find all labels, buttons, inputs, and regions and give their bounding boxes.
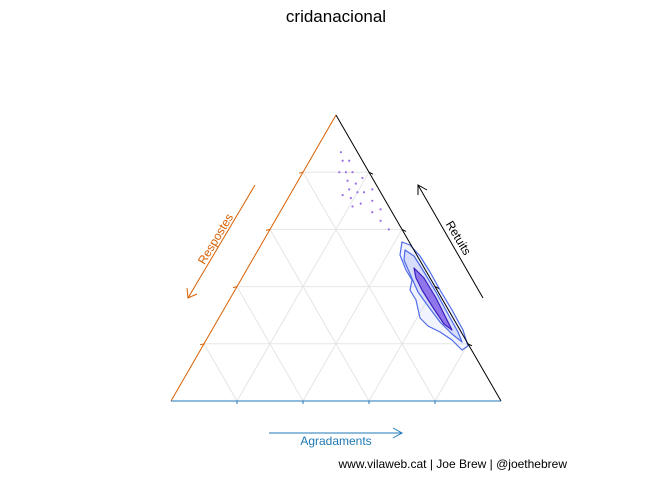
data-point — [371, 211, 374, 214]
data-point — [349, 196, 352, 200]
data-point — [341, 159, 344, 162]
caption: www.vilaweb.cat | Joe Brew | @joethebrew — [337, 457, 567, 471]
right-axis-tick — [467, 343, 473, 347]
data-point — [362, 191, 366, 194]
data-point — [351, 171, 354, 174]
right-axis-label: Retuits — [443, 218, 474, 257]
data-point — [344, 171, 347, 174]
grid-line — [434, 343, 469, 402]
data-point — [379, 219, 382, 222]
left-axis-line — [170, 114, 337, 402]
data-point — [346, 179, 349, 182]
right-axis-tick — [368, 171, 374, 175]
left-axis-tick — [232, 286, 238, 289]
right-axis-tick — [434, 286, 440, 290]
data-point — [354, 182, 357, 185]
bottom-axis-arrow: Agradaments — [269, 427, 404, 448]
data-point — [348, 159, 351, 162]
density-contour-inner — [413, 267, 453, 331]
data-point — [339, 151, 343, 154]
data-point — [356, 191, 359, 194]
ternary-grid — [203, 171, 469, 402]
data-point — [338, 171, 341, 174]
bottom-axis-arrowhead — [392, 427, 404, 439]
grid-line — [368, 286, 436, 402]
data-point — [371, 199, 374, 202]
left-axis-label: Respostes — [195, 211, 236, 267]
data-point — [351, 205, 354, 208]
bottom-axis-label: Agradaments — [300, 434, 371, 448]
left-axis-tick — [265, 228, 271, 231]
data-point — [371, 188, 374, 191]
triangle-frame — [170, 114, 502, 404]
grid-line — [203, 343, 238, 402]
data-point — [341, 193, 344, 197]
right-axis-arrow-line — [417, 184, 484, 299]
data-point — [379, 208, 382, 211]
left-axis-arrowhead — [186, 287, 198, 299]
data-point — [387, 228, 390, 231]
left-axis-arrow: Respostes — [186, 184, 256, 299]
density-contours — [399, 241, 469, 351]
grid-line — [302, 229, 403, 402]
left-axis-arrow-line — [187, 184, 256, 299]
right-axis-line — [335, 114, 502, 402]
data-point — [348, 188, 351, 191]
grid-line — [269, 229, 370, 402]
right-axis-arrowhead — [417, 184, 428, 195]
data-point — [359, 202, 362, 205]
right-axis-tick — [401, 228, 407, 232]
chart-title: cridanacional — [286, 7, 386, 26]
left-axis-tick — [199, 343, 205, 346]
data-points — [338, 151, 390, 231]
grid-line — [236, 286, 304, 402]
left-axis-tick — [298, 171, 304, 174]
data-point — [361, 176, 364, 180]
